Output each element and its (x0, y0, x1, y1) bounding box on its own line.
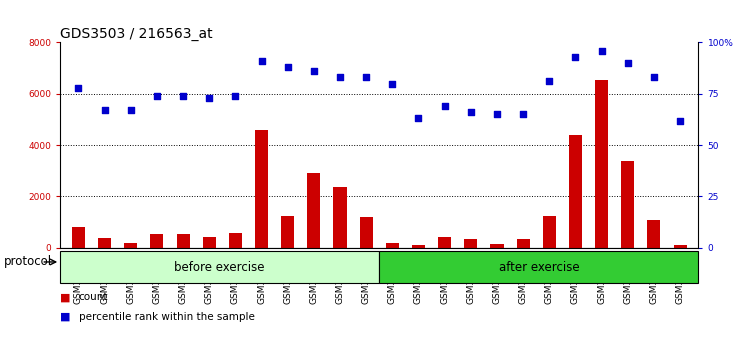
Bar (333, 188, 346, 248)
Bar (98, 238, 111, 248)
Bar (438, 237, 451, 248)
Text: before exercise: before exercise (174, 261, 265, 274)
Bar (490, 244, 503, 248)
Point (204, 95, 216, 101)
Bar (674, 245, 686, 248)
Point (622, 60, 634, 66)
Bar (72, 227, 85, 248)
Point (282, 64, 294, 70)
Point (360, 75, 372, 80)
Point (151, 93, 163, 99)
Bar (621, 161, 635, 248)
Point (72, 85, 84, 91)
Bar (229, 233, 242, 248)
Text: percentile rank within the sample: percentile rank within the sample (79, 312, 255, 322)
Bar (569, 135, 582, 248)
Point (569, 54, 581, 60)
Point (648, 75, 660, 80)
Bar (176, 234, 189, 248)
Point (386, 81, 398, 86)
Bar (124, 243, 137, 248)
Bar (281, 216, 294, 248)
Point (517, 112, 529, 117)
Point (543, 79, 555, 84)
Point (491, 112, 503, 117)
Bar (647, 219, 660, 248)
Text: after exercise: after exercise (499, 261, 579, 274)
Bar (595, 80, 608, 248)
Bar (412, 245, 425, 248)
Point (465, 109, 477, 115)
Bar (464, 239, 478, 248)
Bar (517, 239, 529, 248)
Point (334, 75, 346, 80)
Point (125, 107, 137, 113)
Bar (307, 173, 321, 248)
Point (308, 68, 320, 74)
Bar (150, 234, 164, 248)
Point (229, 93, 241, 99)
Point (439, 103, 451, 109)
Point (255, 58, 267, 64)
Bar (203, 237, 216, 248)
Bar (386, 243, 399, 248)
Point (177, 93, 189, 99)
Bar (379, 251, 698, 283)
Text: protocol: protocol (4, 256, 52, 268)
Point (98, 107, 110, 113)
Bar (60, 251, 379, 283)
Bar (543, 216, 556, 248)
Point (674, 118, 686, 123)
Text: GDS3503 / 216563_at: GDS3503 / 216563_at (60, 28, 213, 41)
Bar (255, 130, 268, 248)
Text: ■: ■ (60, 312, 71, 322)
Point (412, 116, 424, 121)
Point (596, 48, 608, 53)
Text: count: count (79, 292, 108, 302)
Bar (360, 217, 372, 248)
Text: ■: ■ (60, 292, 71, 302)
